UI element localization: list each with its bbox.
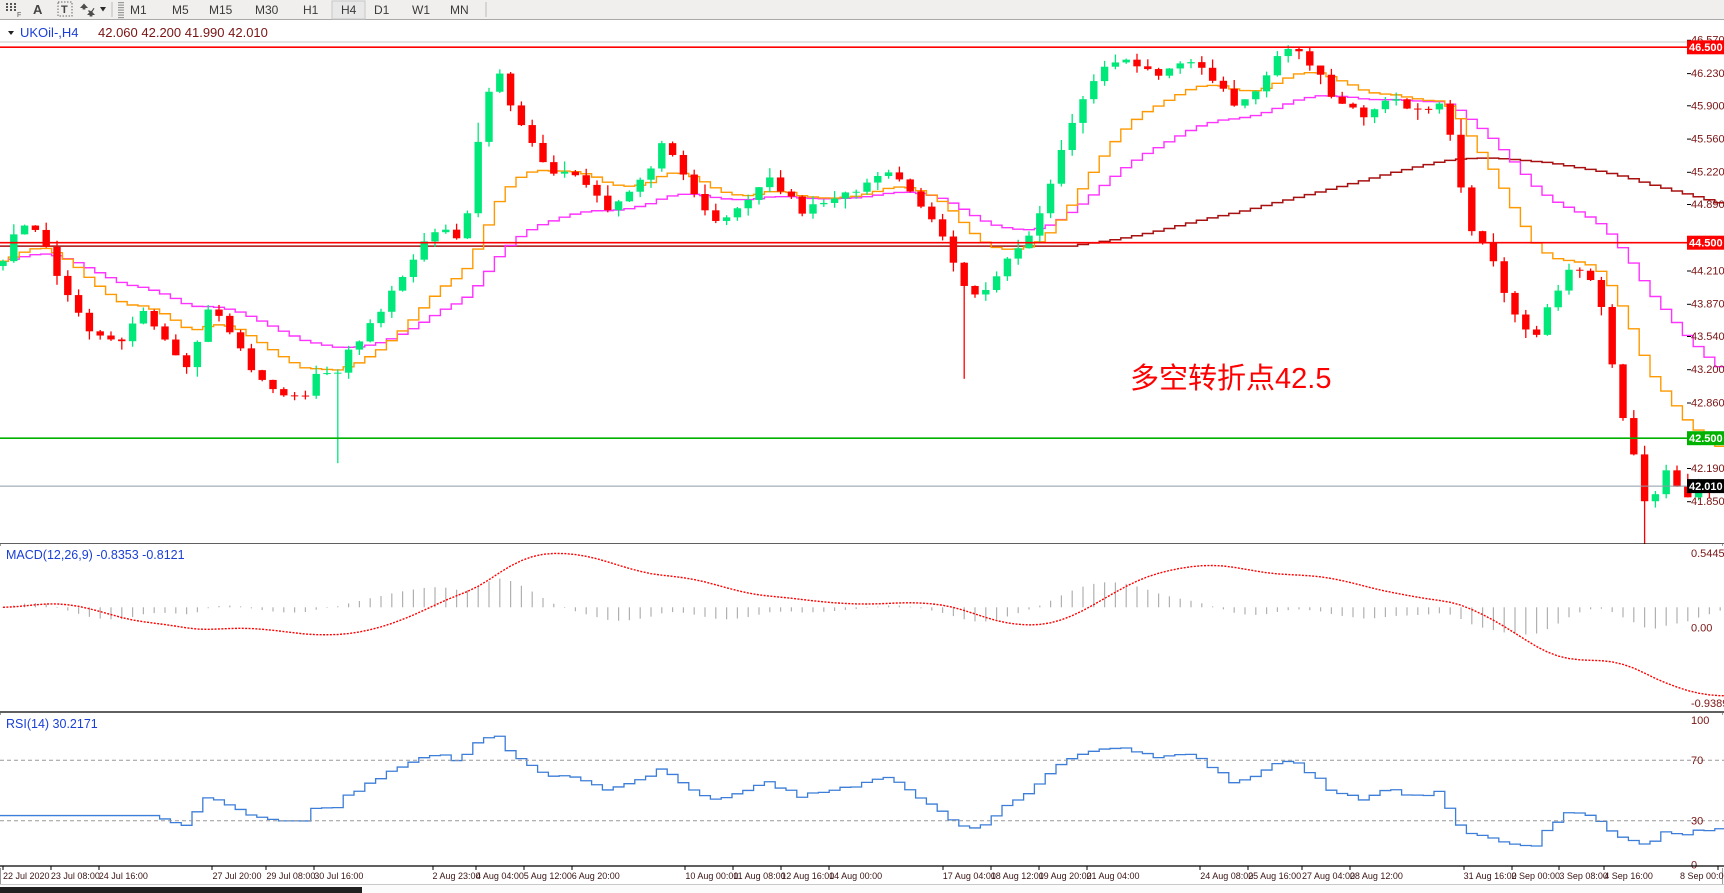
svg-text:46.230: 46.230 (1691, 68, 1724, 80)
svg-text:45.220: 45.220 (1691, 167, 1724, 179)
svg-text:44.890: 44.890 (1691, 199, 1724, 211)
svg-text:43.870: 43.870 (1691, 299, 1724, 311)
svg-text:44.500: 44.500 (1689, 237, 1723, 249)
svg-text:24 Jul 16:00: 24 Jul 16:00 (99, 871, 148, 881)
svg-text:11 Aug 08:00: 11 Aug 08:00 (733, 871, 785, 881)
svg-text:8 Sep 00:00: 8 Sep 00:00 (1680, 871, 1724, 881)
svg-text:42.060 42.200 41.990 42.010: 42.060 42.200 41.990 42.010 (98, 25, 268, 40)
svg-text:MN: MN (450, 3, 469, 17)
svg-text:43.540: 43.540 (1691, 331, 1724, 343)
svg-text:42.190: 42.190 (1691, 463, 1724, 475)
svg-text:27 Aug 04:00: 27 Aug 04:00 (1302, 871, 1355, 881)
svg-text:42.010: 42.010 (1689, 481, 1723, 493)
svg-text:22 Jul 2020: 22 Jul 2020 (3, 871, 50, 881)
svg-text:23 Jul 08:00: 23 Jul 08:00 (51, 871, 100, 881)
svg-text:M30: M30 (255, 3, 279, 17)
svg-text:45.560: 45.560 (1691, 134, 1724, 146)
svg-text:3 Sep 08:00: 3 Sep 08:00 (1559, 871, 1608, 881)
svg-text:27 Jul 20:00: 27 Jul 20:00 (213, 871, 262, 881)
svg-text:多空转折点42.5: 多空转折点42.5 (1130, 362, 1331, 395)
svg-text:2 Aug 23:00: 2 Aug 23:00 (433, 871, 481, 881)
svg-text:41.850: 41.850 (1691, 496, 1724, 508)
svg-text:30 Jul 16:00: 30 Jul 16:00 (314, 871, 363, 881)
svg-text:H4: H4 (341, 3, 357, 17)
svg-text:6 Aug 20:00: 6 Aug 20:00 (572, 871, 620, 881)
svg-text:42.500: 42.500 (1689, 433, 1723, 445)
svg-text:24 Aug 08:00: 24 Aug 08:00 (1200, 871, 1253, 881)
svg-text:-0.9389: -0.9389 (1691, 698, 1724, 710)
svg-text:19 Aug 20:00: 19 Aug 20:00 (1039, 871, 1092, 881)
svg-text:W1: W1 (412, 3, 430, 17)
svg-text:31 Aug 16:00: 31 Aug 16:00 (1464, 871, 1517, 881)
svg-text:10 Aug 00:00: 10 Aug 00:00 (685, 871, 738, 881)
svg-text:A: A (33, 2, 43, 17)
svg-text:F: F (17, 12, 21, 19)
svg-text:RSI(14) 30.2171: RSI(14) 30.2171 (6, 717, 98, 731)
svg-text:25 Aug 16:00: 25 Aug 16:00 (1248, 871, 1301, 881)
svg-text:0.5445: 0.5445 (1691, 548, 1724, 560)
svg-text:21 Aug 04:00: 21 Aug 04:00 (1087, 871, 1140, 881)
svg-text:5 Aug 12:00: 5 Aug 12:00 (524, 871, 572, 881)
svg-text:12 Aug 16:00: 12 Aug 16:00 (781, 871, 834, 881)
svg-text:2 Sep 00:00: 2 Sep 00:00 (1512, 871, 1561, 881)
svg-text:T: T (61, 4, 68, 16)
svg-text:44.210: 44.210 (1691, 265, 1724, 277)
svg-text:28 Aug 12:00: 28 Aug 12:00 (1350, 871, 1403, 881)
svg-text:100: 100 (1691, 715, 1709, 727)
svg-text:70: 70 (1691, 755, 1703, 767)
svg-text:0.00: 0.00 (1691, 623, 1712, 635)
svg-text:UKOil-,H4: UKOil-,H4 (20, 25, 79, 40)
svg-text:45.900: 45.900 (1691, 100, 1724, 112)
svg-text:M1: M1 (130, 3, 147, 17)
svg-text:14 Aug 00:00: 14 Aug 00:00 (829, 871, 882, 881)
svg-text:D1: D1 (374, 3, 390, 17)
svg-text:H1: H1 (303, 3, 319, 17)
svg-text:4 Sep 16:00: 4 Sep 16:00 (1604, 871, 1653, 881)
svg-text:4 Aug 04:00: 4 Aug 04:00 (476, 871, 524, 881)
svg-text:18 Aug 12:00: 18 Aug 12:00 (991, 871, 1044, 881)
svg-text:30: 30 (1691, 816, 1703, 828)
svg-text:43.200: 43.200 (1691, 364, 1724, 376)
svg-text:M15: M15 (209, 3, 233, 17)
svg-text:42.860: 42.860 (1691, 397, 1724, 409)
svg-text:29 Jul 08:00: 29 Jul 08:00 (266, 871, 315, 881)
svg-text:MACD(12,26,9) -0.8353 -0.8121: MACD(12,26,9) -0.8353 -0.8121 (6, 548, 185, 562)
svg-text:17 Aug 04:00: 17 Aug 04:00 (943, 871, 996, 881)
svg-text:M5: M5 (172, 3, 189, 17)
svg-text:46.500: 46.500 (1689, 42, 1723, 54)
